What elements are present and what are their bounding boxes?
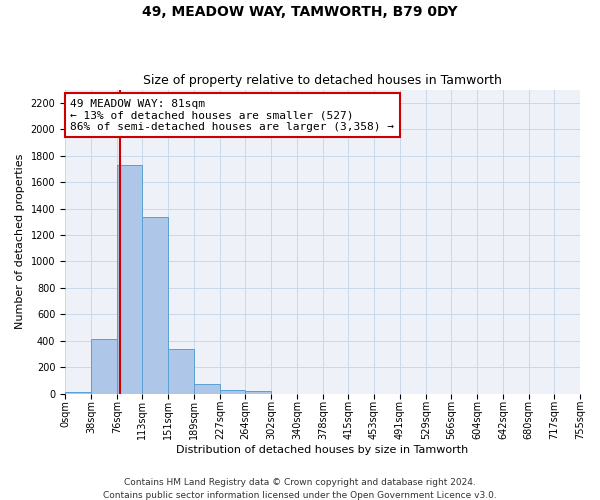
Text: 49 MEADOW WAY: 81sqm
← 13% of detached houses are smaller (527)
86% of semi-deta: 49 MEADOW WAY: 81sqm ← 13% of detached h…	[70, 98, 394, 132]
Bar	[142, 216, 168, 394]
Text: Contains HM Land Registry data © Crown copyright and database right 2024.
Contai: Contains HM Land Registry data © Crown c…	[103, 478, 497, 500]
X-axis label: Distribution of detached houses by size in Tamworth: Distribution of detached houses by size …	[176, 445, 469, 455]
Bar	[194, 384, 220, 394]
Bar	[220, 390, 245, 394]
Bar	[117, 165, 142, 394]
Bar	[91, 340, 117, 394]
Y-axis label: Number of detached properties: Number of detached properties	[15, 154, 25, 330]
Bar	[245, 391, 271, 394]
Text: 49, MEADOW WAY, TAMWORTH, B79 0DY: 49, MEADOW WAY, TAMWORTH, B79 0DY	[142, 5, 458, 19]
Bar	[168, 348, 194, 394]
Title: Size of property relative to detached houses in Tamworth: Size of property relative to detached ho…	[143, 74, 502, 87]
Bar	[65, 392, 91, 394]
